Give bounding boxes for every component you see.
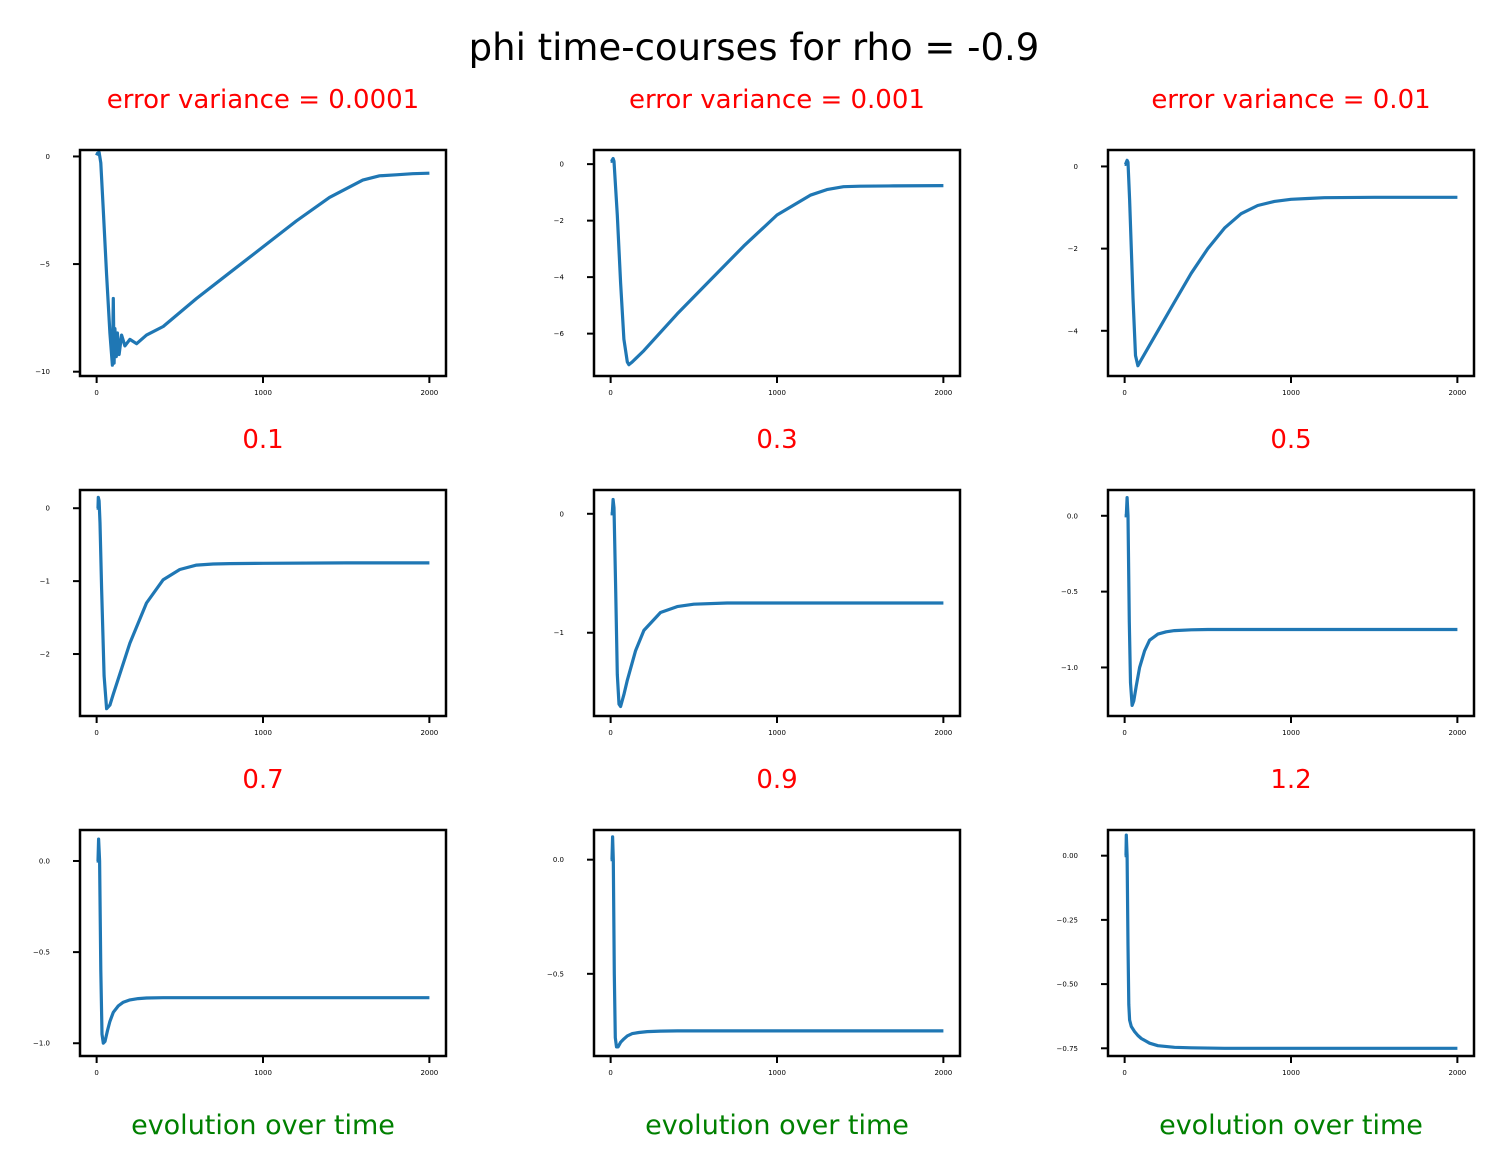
subplot-6-title: 0.5 [1270,425,1311,455]
subplot-5-series-line [610,497,944,709]
subplot-8-ytick-label: −0.5 [547,970,564,978]
subplot-1-xtick-label: 2000 [420,389,438,397]
subplot-7-xlabel: evolution over time [131,1110,395,1141]
subplot-5-ytick-label: −1 [554,629,564,637]
subplot-9-xtick-label: 2000 [1448,1069,1466,1077]
subplot-4-xtick-label: 2000 [420,729,438,737]
subplot-5-ytick-label: 0 [560,510,564,518]
subplot-7-xtick-label: 2000 [420,1069,438,1077]
subplot-1-series-line [95,150,430,367]
subplot-6-ytick-label: 0.0 [1067,512,1078,520]
subplot-9-xtick-label: 0 [1122,1069,1126,1077]
subplot-3-axes-frame [1106,148,1476,378]
subplot-9-xtick-label: 1000 [1282,1069,1300,1077]
subplot-2-xtick-label: 0 [608,389,612,397]
subplot-2-ytick-label: −6 [554,330,565,338]
subplot-1-axes-frame [78,148,448,378]
subplot-2-axes-frame [592,148,962,378]
subplot-6-ytick-label: −1.0 [1061,664,1078,672]
figure-title: phi time-courses for rho = -0.9 [469,26,1040,69]
subplot-6-xtick-label: 2000 [1448,729,1466,737]
subplot-2-series-line [609,156,944,367]
subplot-2-xtick-label: 1000 [768,389,786,397]
subplot-1-xtick-label: 0 [94,389,98,397]
subplot-3-ytick-label: −2 [1068,245,1078,253]
subplot-8-xtick-label: 2000 [934,1069,952,1077]
subplot-1: error variance = 0.0001 0 1000 2000 0 −5 −10 [35,85,448,397]
subplot-3-title: error variance = 0.01 [1151,85,1430,115]
subplot-2-xtick-label: 2000 [934,389,952,397]
subplot-4-ytick-label: 0 [46,505,50,513]
subplot-6: 0.5 0 1000 2000 0.0 −0.5 −1.0 [1061,425,1476,737]
subplot-9-axes-frame [1106,828,1476,1058]
subplot-7-xtick-label: 1000 [254,1069,272,1077]
subplot-5: 0.3 0 1000 2000 0 −1 [554,425,962,737]
subplot-3-ytick-label: 0 [1074,163,1078,171]
subplot-2: error variance = 0.001 0 1000 2000 0 −2 −4 −6 [554,85,962,397]
subplot-9-ytick-label: −0.25 [1057,916,1078,924]
subplot-3-xtick-label: 1000 [1282,389,1300,397]
subplot-9-ytick-label: 0.00 [1062,852,1078,860]
subplot-4-axes-frame [78,488,448,718]
subplot-8-axes-frame [592,828,962,1058]
subplot-1-ytick-label: −5 [40,261,50,269]
subplot-2-ytick-label: −2 [554,217,564,225]
subplot-5-axes-frame [592,488,962,718]
subplot-9-ytick-label: −0.75 [1057,1045,1078,1053]
subplot-5-xtick-label: 0 [608,729,612,737]
subplot-3-xtick-label: 0 [1122,389,1126,397]
subplot-9-series-line [1124,833,1458,1050]
subplot-4-ytick-label: −1 [40,578,50,586]
subplot-4-title: 0.1 [242,425,283,455]
subplot-7-xtick-label: 0 [94,1069,98,1077]
subplot-6-series-line [1124,496,1458,708]
subplot-1-xtick-label: 1000 [254,389,272,397]
subplot-7-ytick-label: −1.0 [33,1040,50,1048]
subplot-8-xlabel: evolution over time [645,1110,909,1141]
subplot-7-ytick-label: −0.5 [33,949,50,957]
subplot-4-series-line [96,495,430,711]
subplot-5-xtick-label: 1000 [768,729,786,737]
subplot-2-title: error variance = 0.001 [629,85,925,115]
subplot-8: 0.9 0 1000 2000 0.0 −0.5 evolution over time [547,765,962,1141]
subplot-7-title: 0.7 [242,765,283,795]
subplot-8-xtick-label: 1000 [768,1069,786,1077]
subplot-4: 0.1 0 1000 2000 0 −1 −2 [40,425,448,737]
subplot-5-title: 0.3 [756,425,797,455]
subplot-6-ytick-label: −0.5 [1061,588,1078,596]
subplot-7-ytick-label: 0.0 [39,857,50,865]
subplot-1-ytick-label: 0 [46,153,50,161]
subplot-7-axes-frame [78,828,448,1058]
subplot-3-xtick-label: 2000 [1448,389,1466,397]
subplot-8-series-line [610,835,944,1049]
subplot-3-ytick-label: −4 [1068,327,1079,335]
subplot-1-ytick-label: −10 [35,368,50,376]
subplot-9-title: 1.2 [1270,765,1311,795]
subplot-8-title: 0.9 [756,765,797,795]
subplot-9: 1.2 0 1000 2000 0.00 −0.25 −0.50 −0.75 evolution… [1057,765,1476,1141]
subplot-3-series-line [1123,158,1458,368]
subplot-7-series-line [96,837,430,1045]
subplot-4-xtick-label: 0 [94,729,98,737]
subplot-6-xtick-label: 0 [1122,729,1126,737]
subplot-1-title: error variance = 0.0001 [107,85,419,115]
subplot-8-xtick-label: 0 [608,1069,612,1077]
subplot-7: 0.7 0 1000 2000 0.0 −0.5 −1.0 evolution over ti… [33,765,448,1141]
subplot-3: error variance = 0.01 0 1000 2000 0 −2 −4 [1068,85,1476,397]
subplot-2-ytick-label: 0 [560,161,564,169]
subplot-4-ytick-label: −2 [40,651,50,659]
subplot-8-ytick-label: 0.0 [553,856,564,864]
subplot-9-xlabel: evolution over time [1159,1110,1423,1141]
subplot-4-xtick-label: 1000 [254,729,272,737]
subplot-9-ytick-label: −0.50 [1057,981,1078,989]
subplot-2-ytick-label: −4 [554,274,565,282]
subplot-6-axes-frame [1106,488,1476,718]
subplot-6-xtick-label: 1000 [1282,729,1300,737]
subplot-5-xtick-label: 2000 [934,729,952,737]
